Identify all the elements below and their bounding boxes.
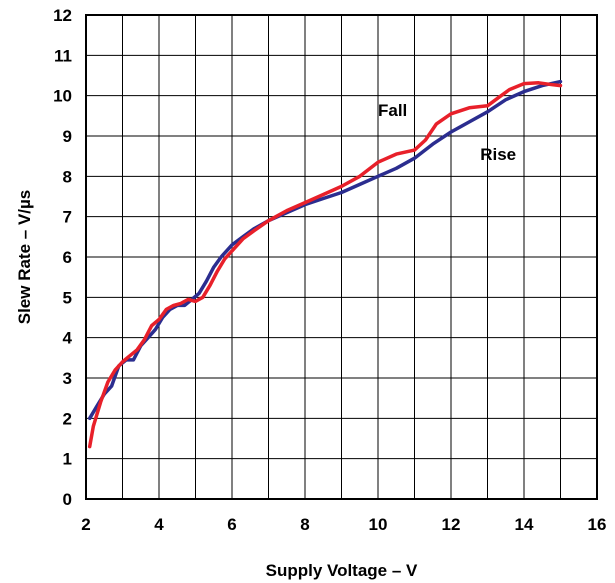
y-tick-label: 10 [53, 87, 72, 106]
annotation-fall: Fall [378, 101, 407, 120]
y-tick-label: 4 [63, 329, 73, 348]
x-tick-label: 10 [369, 515, 388, 534]
series-group [87, 79, 563, 449]
annotations: Fall Rise [378, 101, 516, 164]
x-tick-label: 2 [81, 515, 90, 534]
x-tick-labels: 2 4 6 8 10 12 14 16 [81, 515, 606, 534]
y-tick-label: 6 [63, 248, 72, 267]
grid [85, 14, 598, 500]
series-line-fall [87, 81, 563, 449]
annotation-rise: Rise [480, 145, 516, 164]
y-tick-label: 2 [63, 409, 72, 428]
y-tick-label: 5 [63, 288, 72, 307]
x-tick-label: 4 [154, 515, 164, 534]
y-tick-label: 12 [53, 6, 72, 25]
y-tick-label: 7 [63, 208, 72, 227]
x-tick-label: 6 [227, 515, 236, 534]
x-tick-label: 14 [515, 515, 534, 534]
plot-frame [85, 14, 598, 500]
y-tick-label: 0 [63, 490, 72, 509]
y-tick-label: 11 [54, 46, 72, 65]
y-tick-label: 1 [63, 450, 72, 469]
x-axis-label: Supply Voltage – V [266, 561, 418, 580]
y-tick-label: 9 [63, 127, 72, 146]
x-tick-label: 8 [300, 515, 309, 534]
y-tick-label: 3 [63, 369, 72, 388]
y-axis-label: Slew Rate – V/µs [15, 190, 34, 325]
y-tick-label: 8 [63, 167, 72, 186]
x-tick-label: 12 [442, 515, 461, 534]
series-line-rise [87, 79, 563, 421]
x-tick-label: 16 [588, 515, 607, 534]
